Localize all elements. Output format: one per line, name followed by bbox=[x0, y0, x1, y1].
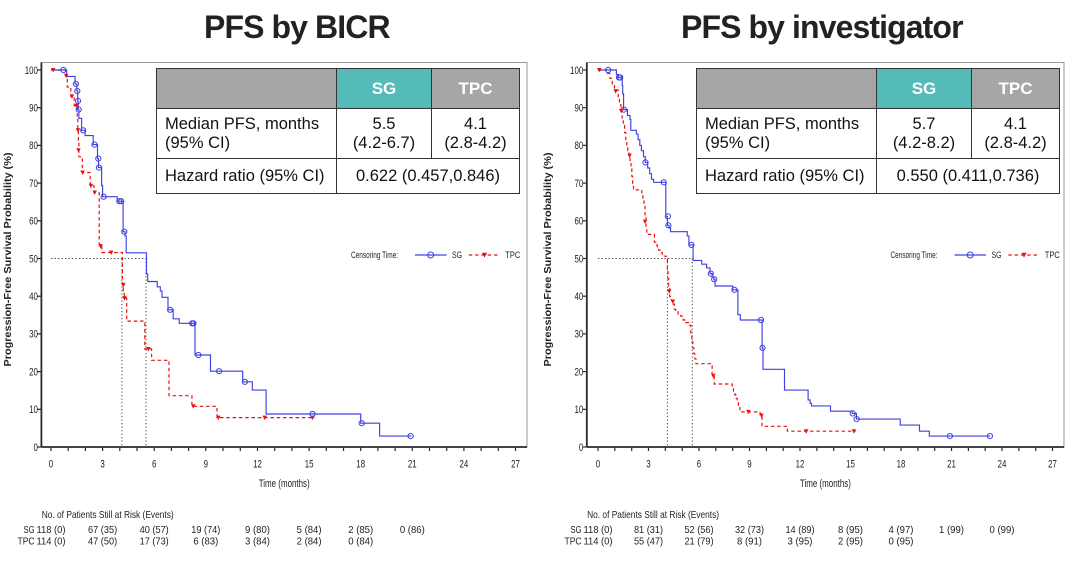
svg-text:Progression-Free Survival Prob: Progression-Free Survival Probability (%… bbox=[542, 153, 554, 367]
svg-text:114 (0): 114 (0) bbox=[36, 536, 65, 548]
svg-text:8 (91): 8 (91) bbox=[737, 536, 762, 548]
svg-text:5 (84): 5 (84) bbox=[297, 524, 322, 536]
svg-text:20: 20 bbox=[29, 366, 38, 378]
svg-text:1 (99): 1 (99) bbox=[939, 524, 964, 536]
svg-text:0 (86): 0 (86) bbox=[400, 524, 425, 536]
svg-text:SG: SG bbox=[452, 250, 462, 260]
svg-text:0: 0 bbox=[596, 459, 600, 471]
svg-text:0 (95): 0 (95) bbox=[889, 536, 914, 548]
svg-text:0: 0 bbox=[34, 442, 38, 454]
svg-text:24: 24 bbox=[460, 459, 469, 471]
svg-text:Censoring Time:: Censoring Time: bbox=[891, 250, 938, 260]
svg-text:50: 50 bbox=[29, 253, 38, 265]
svg-text:TPC: TPC bbox=[18, 536, 35, 548]
svg-text:9: 9 bbox=[204, 459, 208, 471]
svg-text:3: 3 bbox=[646, 459, 650, 471]
svg-text:Progression-Free Survival Prob: Progression-Free Survival Probability (%… bbox=[2, 153, 14, 367]
svg-text:100: 100 bbox=[570, 65, 583, 77]
svg-text:0: 0 bbox=[49, 459, 53, 471]
svg-text:0 (84): 0 (84) bbox=[348, 536, 373, 548]
svg-text:18: 18 bbox=[356, 459, 365, 471]
svg-text:Time (months): Time (months) bbox=[800, 478, 851, 490]
svg-text:47 (50): 47 (50) bbox=[88, 536, 117, 548]
svg-text:TPC: TPC bbox=[505, 250, 521, 260]
svg-text:6 (83): 6 (83) bbox=[193, 536, 218, 548]
svg-text:30: 30 bbox=[29, 329, 38, 341]
svg-text:70: 70 bbox=[575, 178, 584, 190]
svg-text:40: 40 bbox=[575, 291, 584, 303]
svg-text:3: 3 bbox=[100, 459, 104, 471]
svg-text:SG: SG bbox=[24, 524, 35, 536]
svg-text:40: 40 bbox=[29, 291, 38, 303]
svg-text:2 (85): 2 (85) bbox=[348, 524, 373, 536]
svg-text:15: 15 bbox=[305, 459, 314, 471]
svg-text:SG: SG bbox=[571, 524, 582, 536]
svg-text:15: 15 bbox=[846, 459, 855, 471]
svg-text:80: 80 bbox=[575, 140, 584, 152]
svg-text:4 (97): 4 (97) bbox=[889, 524, 914, 536]
svg-text:6: 6 bbox=[697, 459, 701, 471]
svg-text:14 (89): 14 (89) bbox=[785, 524, 814, 536]
svg-text:6: 6 bbox=[152, 459, 156, 471]
svg-text:21: 21 bbox=[408, 459, 417, 471]
svg-text:21 (79): 21 (79) bbox=[684, 536, 713, 548]
svg-text:100: 100 bbox=[25, 65, 38, 77]
svg-text:TPC: TPC bbox=[1045, 250, 1061, 260]
svg-text:No. of Patients Still at Risk: No. of Patients Still at Risk (Events) bbox=[42, 509, 174, 521]
svg-text:18: 18 bbox=[897, 459, 906, 471]
svg-text:32 (73): 32 (73) bbox=[735, 524, 764, 536]
svg-text:40 (57): 40 (57) bbox=[140, 524, 169, 536]
svg-text:60: 60 bbox=[29, 216, 38, 228]
svg-text:0: 0 bbox=[579, 442, 583, 454]
svg-text:27: 27 bbox=[511, 459, 520, 471]
svg-text:30: 30 bbox=[575, 329, 584, 341]
svg-text:20: 20 bbox=[575, 366, 584, 378]
svg-text:10: 10 bbox=[575, 404, 584, 416]
svg-text:3 (84): 3 (84) bbox=[245, 536, 270, 548]
svg-text:No. of Patients Still at Risk: No. of Patients Still at Risk (Events) bbox=[587, 509, 719, 521]
svg-text:118 (0): 118 (0) bbox=[583, 524, 612, 536]
svg-text:114 (0): 114 (0) bbox=[583, 536, 612, 548]
svg-text:9: 9 bbox=[747, 459, 751, 471]
svg-text:81 (31): 81 (31) bbox=[634, 524, 663, 536]
svg-text:Time (months): Time (months) bbox=[259, 478, 310, 490]
svg-text:67 (35): 67 (35) bbox=[88, 524, 117, 536]
svg-text:80: 80 bbox=[29, 140, 38, 152]
svg-text:10: 10 bbox=[29, 404, 38, 416]
svg-text:24: 24 bbox=[998, 459, 1007, 471]
svg-text:60: 60 bbox=[575, 216, 584, 228]
svg-text:2 (84): 2 (84) bbox=[297, 536, 322, 548]
svg-text:Censoring Time:: Censoring Time: bbox=[351, 250, 398, 260]
svg-text:2 (95): 2 (95) bbox=[838, 536, 863, 548]
svg-text:27: 27 bbox=[1048, 459, 1057, 471]
svg-text:70: 70 bbox=[29, 178, 38, 190]
svg-text:21: 21 bbox=[947, 459, 956, 471]
svg-text:17 (73): 17 (73) bbox=[140, 536, 169, 548]
svg-text:0 (99): 0 (99) bbox=[990, 524, 1015, 536]
svg-text:52 (56): 52 (56) bbox=[684, 524, 713, 536]
svg-text:SG: SG bbox=[992, 250, 1002, 260]
svg-text:19 (74): 19 (74) bbox=[191, 524, 220, 536]
svg-text:55 (47): 55 (47) bbox=[634, 536, 663, 548]
svg-text:8 (95): 8 (95) bbox=[838, 524, 863, 536]
svg-text:TPC: TPC bbox=[565, 536, 582, 548]
svg-text:9 (80): 9 (80) bbox=[245, 524, 270, 536]
svg-text:3 (95): 3 (95) bbox=[788, 536, 813, 548]
svg-text:12: 12 bbox=[796, 459, 805, 471]
svg-text:50: 50 bbox=[575, 253, 584, 265]
svg-text:12: 12 bbox=[253, 459, 262, 471]
svg-text:90: 90 bbox=[29, 103, 38, 115]
svg-text:90: 90 bbox=[575, 103, 584, 115]
svg-text:118 (0): 118 (0) bbox=[36, 524, 65, 536]
